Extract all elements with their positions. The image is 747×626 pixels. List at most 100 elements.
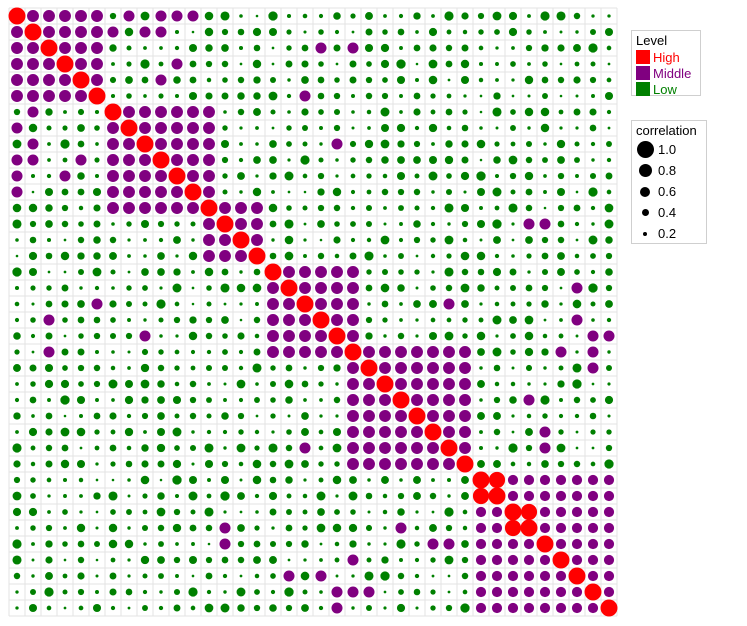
correlation-dot-low	[205, 524, 213, 532]
correlation-dot-low	[222, 125, 228, 131]
correlation-dot-low	[14, 285, 20, 291]
correlation-dot-low	[495, 446, 499, 450]
correlation-dot-low	[399, 94, 403, 98]
correlation-dot-low	[190, 221, 196, 227]
correlation-dot-low	[47, 494, 51, 498]
correlation-dot-low	[445, 284, 453, 292]
correlation-dot-middle	[347, 458, 359, 470]
correlation-dot-middle	[379, 426, 391, 438]
correlation-dot-low	[46, 605, 52, 611]
correlation-dot-low	[380, 571, 390, 581]
correlation-dot-low	[413, 12, 421, 20]
correlation-dot-low	[223, 302, 227, 306]
correlation-dot-low	[511, 430, 515, 434]
correlation-dot-middle	[539, 490, 551, 502]
correlation-dot-low	[125, 588, 133, 596]
correlation-dot-low	[173, 508, 181, 516]
correlation-dot-low	[350, 157, 356, 163]
correlation-dot-middle	[347, 442, 359, 454]
correlation-dot-low	[557, 220, 565, 228]
correlation-dot-low	[77, 236, 85, 244]
correlation-dot-low	[143, 46, 147, 50]
correlation-dot-low	[156, 443, 166, 453]
correlation-dot-middle	[299, 330, 311, 342]
correlation-dot-middle	[235, 218, 247, 230]
correlation-dot-low	[492, 187, 502, 197]
correlation-dot-low	[221, 44, 229, 52]
correlation-dot-low	[285, 604, 293, 612]
correlation-dot-low	[302, 141, 308, 147]
correlation-dot-low	[236, 283, 246, 293]
correlation-dot-low	[126, 93, 132, 99]
correlation-dot-low	[45, 572, 53, 580]
correlation-dot-low	[447, 222, 451, 226]
correlation-dot-low	[126, 221, 132, 227]
legend-label-middle: Middle	[653, 65, 692, 81]
correlation-dot-low	[543, 382, 547, 386]
correlation-dot-middle	[427, 410, 439, 422]
correlation-dot-low	[495, 78, 499, 82]
correlation-dot-middle	[555, 522, 567, 534]
correlation-dot-low	[78, 477, 84, 483]
correlation-dot-low	[414, 541, 420, 547]
correlation-dot-low	[222, 429, 228, 435]
correlation-dot-low	[383, 14, 387, 18]
correlation-dot-high	[152, 151, 170, 169]
correlation-dot-low	[350, 509, 356, 515]
correlation-dot-high	[408, 407, 426, 425]
correlation-dot-middle	[459, 346, 471, 358]
correlation-dot-middle	[347, 282, 359, 294]
correlation-dot-low	[413, 108, 421, 116]
correlation-dot-low	[606, 157, 612, 163]
size-dot-2	[638, 164, 652, 177]
correlation-dot-high	[24, 23, 42, 41]
correlation-dot-low	[45, 252, 53, 260]
correlation-dot-low	[156, 427, 166, 437]
correlation-dot-low	[110, 461, 116, 467]
correlation-dot-low	[317, 252, 325, 260]
correlation-dot-low	[334, 77, 340, 83]
correlation-dot-middle	[203, 234, 215, 246]
correlation-dot-low	[254, 573, 260, 579]
correlation-dot-low	[47, 158, 51, 162]
correlation-dot-low	[223, 446, 227, 450]
correlation-dot-middle	[75, 90, 87, 102]
correlation-dot-low	[158, 237, 164, 243]
correlation-dot-low	[543, 190, 547, 194]
correlation-dot-middle	[411, 362, 423, 374]
correlation-dot-low	[444, 235, 454, 245]
correlation-dot-low	[494, 381, 500, 387]
correlation-dot-middle	[363, 586, 375, 598]
correlation-dot-low	[543, 206, 547, 210]
correlation-dot-low	[317, 508, 325, 516]
correlation-dot-low	[125, 380, 133, 388]
correlation-dot-middle	[91, 10, 103, 22]
correlation-dot-low	[543, 318, 547, 322]
correlation-dot-low	[525, 284, 533, 292]
correlation-dot-low	[238, 461, 244, 467]
correlation-dot-low	[45, 300, 53, 308]
correlation-dot-low	[607, 414, 611, 418]
correlation-dot-low	[301, 460, 309, 468]
correlation-dot-middle	[363, 378, 375, 390]
correlation-dot-low	[46, 125, 52, 131]
correlation-dot-low	[60, 379, 70, 389]
correlation-dot-low	[30, 317, 36, 323]
correlation-dot-low	[143, 430, 147, 434]
correlation-dot-middle	[107, 138, 119, 150]
correlation-dot-low	[142, 301, 148, 307]
correlation-dot-low	[590, 429, 596, 435]
correlation-dot-low	[524, 315, 534, 325]
correlation-dot-low	[542, 93, 548, 99]
correlation-dot-low	[253, 108, 261, 116]
correlation-dot-low	[175, 254, 179, 258]
correlation-dot-low	[399, 110, 403, 114]
correlation-dot-low	[204, 507, 214, 517]
correlation-dot-low	[44, 363, 54, 373]
correlation-dot-low	[285, 364, 293, 372]
correlation-dot-low	[287, 414, 291, 418]
correlation-dot-low	[77, 188, 85, 196]
correlation-dot-low	[527, 94, 531, 98]
correlation-dot-middle	[459, 394, 471, 406]
correlation-dot-low	[318, 157, 324, 163]
